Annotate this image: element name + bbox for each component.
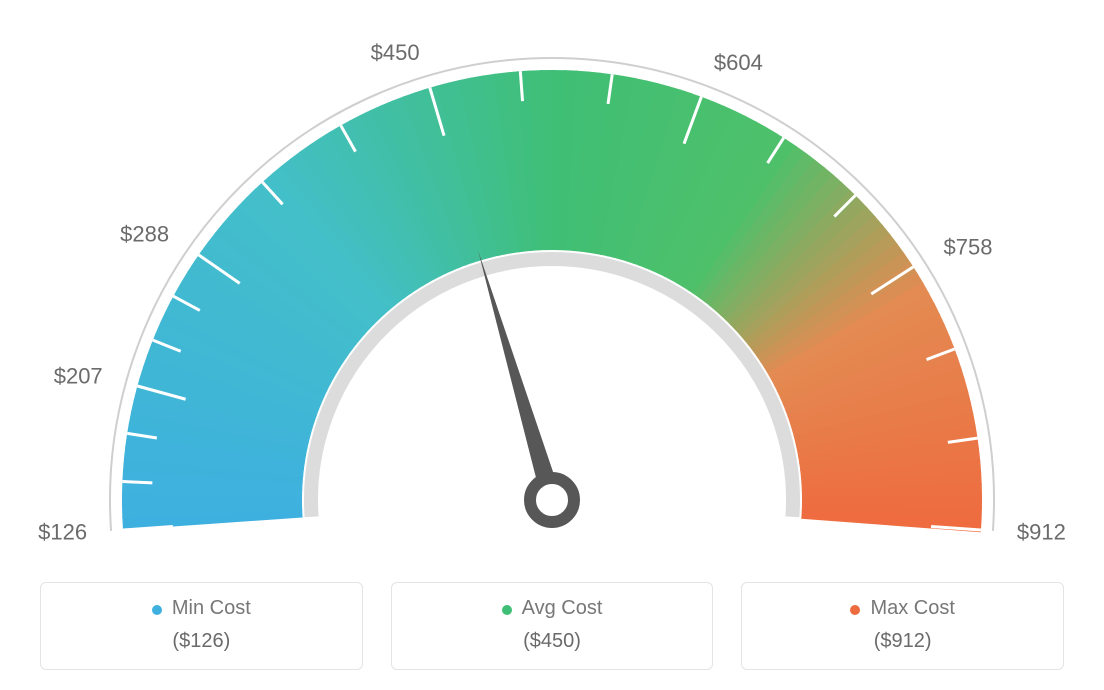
legend-card-max: Max Cost ($912) (741, 582, 1064, 670)
legend-card-min: Min Cost ($126) (40, 582, 363, 670)
gauge-svg: $126 $207 $288 $450 $604 $758 $912 (0, 0, 1104, 560)
legend-dot-min (152, 605, 162, 615)
legend-label-min: Min Cost (172, 597, 251, 620)
legend-label-max: Max Cost (870, 597, 954, 620)
gauge-needle (478, 251, 561, 503)
legend-title-max: Max Cost (850, 597, 954, 620)
gauge-tick-label: $207 (54, 363, 103, 388)
legend-title-min: Min Cost (152, 597, 251, 620)
legend-label-avg: Avg Cost (522, 597, 603, 620)
legend-value-avg: ($450) (402, 630, 703, 653)
legend-dot-avg (502, 605, 512, 615)
gauge-tick-label: $126 (38, 520, 87, 545)
gauge-needle-hub (530, 478, 574, 522)
gauge-tick-label: $912 (1017, 520, 1066, 545)
gauge-tick-label: $758 (944, 234, 993, 259)
legend-card-avg: Avg Cost ($450) (391, 582, 714, 670)
gauge-tick-label: $288 (120, 221, 169, 246)
legend-title-avg: Avg Cost (502, 597, 603, 620)
gauge-chart-container: $126 $207 $288 $450 $604 $758 $912 Min Cost ($… (0, 0, 1104, 690)
legend-dot-max (850, 605, 860, 615)
legend-value-max: ($912) (752, 630, 1053, 653)
gauge-tick-label: $604 (714, 50, 763, 75)
legend-row: Min Cost ($126) Avg Cost ($450) Max Cost… (40, 582, 1064, 670)
gauge-tick-label: $450 (371, 40, 420, 65)
legend-value-min: ($126) (51, 630, 352, 653)
